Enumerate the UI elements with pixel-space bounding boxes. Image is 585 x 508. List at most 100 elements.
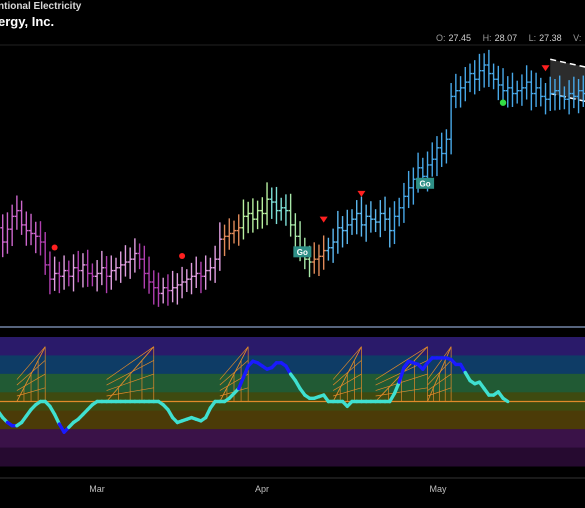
price-bar [194,256,199,289]
price-bar [283,194,289,226]
price-bar [444,129,449,164]
high-value: 28.07 [494,33,518,43]
oscillator-segment [237,375,246,391]
price-bar [448,82,454,155]
price-bar [260,197,265,229]
price-bar [231,220,237,244]
price-bar [118,251,123,283]
ohlc-readout: O: 27.45 H: 28.07 L: 27.38 V: [436,33,584,43]
price-bar [156,272,161,307]
go-label-text: Go [420,179,431,188]
price-bar [378,200,383,238]
price-bar [47,251,53,295]
price-bar [430,142,435,177]
price-bar [368,201,374,233]
price-bar [19,200,24,235]
price-bar [491,63,496,90]
price-bar [132,238,138,273]
price-bar [170,270,175,303]
price-bar [66,260,71,287]
price-bar [548,76,553,111]
price-bar [576,78,581,114]
price-bar [496,65,501,101]
price-bar [175,273,180,305]
price-bar [5,212,10,254]
price-bar [255,200,260,230]
price-bar [57,261,62,294]
price-bar [397,197,402,227]
price-bar [0,214,5,258]
price-bar [505,76,510,108]
oscillator-band [0,429,585,449]
price-bar [453,73,459,109]
price-panel: Go Go [0,44,585,307]
price-bar [14,195,20,230]
price-bar [458,76,463,108]
price-bar [245,201,251,234]
price-bar [392,201,397,245]
oscillator-band [0,410,585,430]
red-dot-signal [179,253,186,260]
price-bar [463,66,468,102]
price-bar [80,253,86,288]
price-bar [76,250,81,283]
go-label-text: Go [297,248,308,257]
price-bar [208,257,213,281]
price-bar [562,86,567,110]
price-bar [354,200,359,235]
oscillator-band [0,337,585,356]
price-bar [43,232,48,275]
price-bar [439,132,444,167]
price-bar [104,256,109,294]
price-bar [61,255,67,290]
price-bar [203,255,208,290]
price-bar [557,75,562,110]
oscillator-band [0,373,585,393]
cone-wedge [427,346,452,402]
price-bar [382,196,388,231]
price-bar [109,255,114,290]
price-bar [515,80,520,104]
red-triangle-signal [541,65,550,72]
oscillator-band [0,355,585,375]
low-value: 27.38 [539,33,562,43]
oscillator-segment [52,412,62,426]
price-bar [477,53,482,91]
price-bar [411,167,416,205]
price-bar [312,242,317,274]
price-bar [146,256,152,294]
price-bar [33,221,38,254]
go-label: Go [293,246,312,258]
price-bar [401,182,407,223]
price-bar [472,60,477,95]
price-bar [189,262,194,295]
price-bar [345,209,350,245]
price-bar [113,257,119,281]
price-bar [349,209,355,235]
high-label: H: [482,33,492,43]
x-tick-label: Apr [255,484,269,494]
price-bar [179,266,185,299]
price-bar [94,260,100,292]
volume-label: V: [573,33,582,43]
company-subtitle: ntional Electricity [0,1,82,12]
price-bar [236,214,241,246]
price-bar [165,274,171,306]
oscillator-segment [241,364,250,380]
cone-wedge [332,346,362,402]
price-bar [9,204,15,247]
price-bar [359,196,364,237]
price-bar [330,228,336,263]
price-bar [90,263,95,287]
price-bar [127,247,133,279]
price-bar [250,198,256,233]
red-dot-signal [51,244,58,251]
red-triangle-signal [357,190,366,197]
price-bar [335,210,341,254]
price-bar [71,254,76,292]
price-bar [212,245,218,283]
price-bar [552,78,558,111]
price-bar [373,209,378,233]
price-bar [406,170,411,209]
